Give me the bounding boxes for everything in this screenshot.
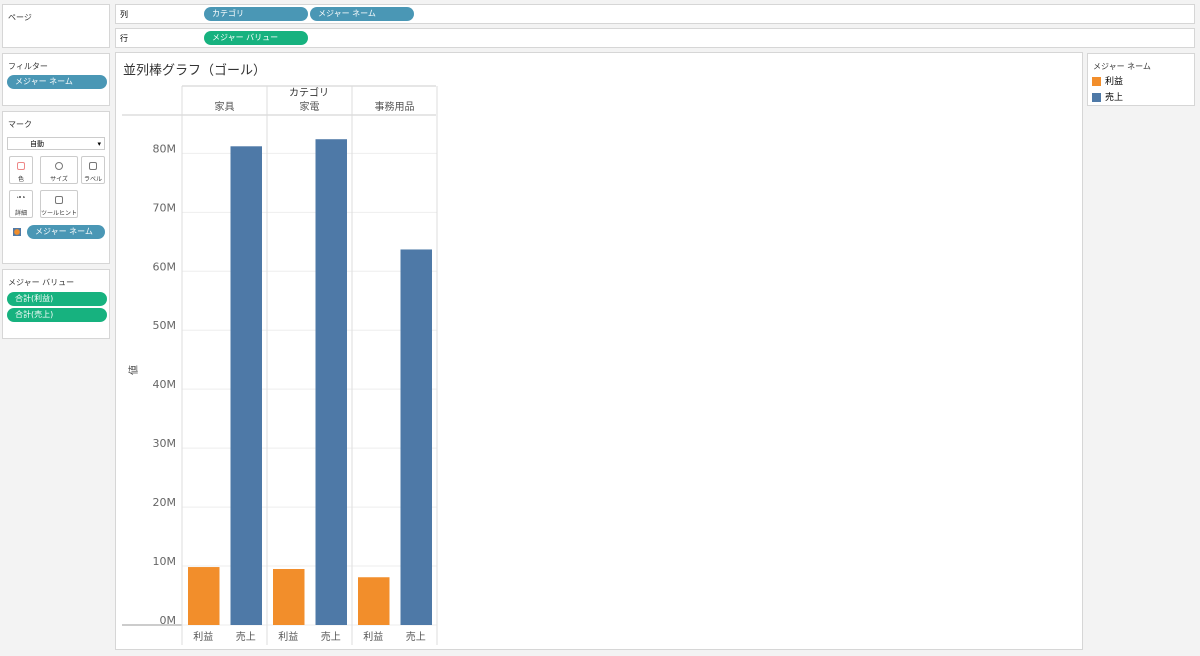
category-label: 家具 [215, 100, 235, 113]
icon [17, 162, 25, 170]
detail-button[interactable]: 詳細 [9, 190, 33, 218]
label-button[interactable]: ラベル [81, 156, 105, 184]
mark-type-dropdown[interactable]: 自動 ▾ [7, 137, 105, 150]
pill[interactable]: 合計(利益) [7, 292, 107, 306]
legend: メジャー ネーム 利益売上 [1087, 53, 1195, 106]
sub-category-label: 売上 [406, 630, 426, 643]
legend-label: 売上 [1105, 93, 1124, 103]
y-tick-label: 20M [153, 496, 177, 509]
rows-shelf: 行 メジャー バリュー [115, 28, 1195, 48]
shelf-label: 列 [120, 10, 128, 19]
icon [17, 196, 25, 204]
bar [315, 139, 347, 625]
legend-item[interactable]: 売上 [1092, 92, 1123, 104]
pill[interactable]: メジャー バリュー [204, 31, 308, 45]
marks-panel: マーク 自動 ▾ 色 サイズ ラベル 詳細 ツールヒント メジャー ネーム [2, 111, 110, 264]
panel-title: マーク [8, 120, 32, 129]
legend-swatch [1092, 77, 1101, 86]
sub-category-label: 売上 [321, 630, 341, 643]
y-tick-label: 0M [160, 614, 177, 627]
sub-category-label: 利益 [278, 630, 298, 643]
bar [273, 568, 305, 625]
button-label: 詳細 [14, 210, 27, 217]
dropdown-value: 自動 [30, 140, 44, 148]
sub-category-label: 売上 [236, 630, 256, 643]
bar [358, 577, 390, 625]
y-tick-label: 40M [153, 378, 177, 391]
size-button[interactable]: サイズ [40, 156, 78, 184]
legend-swatch [1092, 93, 1101, 102]
icon [55, 196, 63, 204]
pill[interactable]: カテゴリ [204, 7, 308, 21]
sub-category-label: 利益 [363, 630, 383, 643]
y-axis-title: 値 [127, 365, 140, 375]
legend-label: 利益 [1105, 77, 1124, 87]
x-axis-title: カテゴリ [289, 86, 329, 99]
button-label: サイズ [50, 176, 68, 183]
button-label: 色 [17, 176, 24, 183]
category-label: 家電 [300, 100, 320, 113]
filters-panel: フィルター メジャー ネーム [2, 53, 110, 106]
legend-item[interactable]: 利益 [1092, 76, 1123, 88]
bar [400, 249, 432, 625]
icon [89, 162, 97, 170]
chart: 並列棒グラフ（ゴール） カテゴリ 値 0M 10M 20M 30M 40M 50M 60M 7… [115, 52, 1083, 650]
pill[interactable]: 合計(売上) [7, 308, 107, 322]
y-tick-label: 70M [153, 201, 177, 214]
panel-title: フィルター [8, 62, 48, 71]
panel-title: メジャー バリュー [8, 278, 75, 287]
dropdown-arrow: ▾ [97, 140, 101, 148]
panel-title: ページ [8, 13, 32, 22]
color-icon [13, 228, 21, 236]
legend-title: メジャー ネーム [1093, 62, 1151, 71]
columns-shelf: 列 カテゴリ メジャー ネーム [115, 4, 1195, 24]
chart-title: 並列棒グラフ（ゴール） [123, 63, 266, 79]
bar [230, 146, 262, 625]
y-tick-label: 30M [153, 437, 177, 450]
shelf-label: 行 [120, 34, 128, 43]
y-tick-label: 80M [153, 142, 177, 155]
tooltip-button[interactable]: ツールヒント [40, 190, 78, 218]
bar [188, 567, 220, 625]
pill[interactable]: メジャー ネーム [310, 7, 414, 21]
button-label: ラベル [83, 176, 102, 183]
y-tick-label: 60M [153, 260, 177, 273]
y-tick-label: 10M [153, 555, 177, 568]
measure-values-panel: メジャー バリュー 合計(利益) 合計(売上) [2, 269, 110, 339]
pages-panel: ページ [2, 4, 110, 48]
icon [55, 162, 63, 170]
button-label: ツールヒント [41, 210, 78, 217]
y-tick-label: 50M [153, 319, 177, 332]
sub-category-label: 利益 [193, 630, 213, 643]
pill[interactable]: メジャー ネーム [27, 225, 105, 239]
category-label: 事務用品 [375, 100, 415, 113]
color-button[interactable]: 色 [9, 156, 33, 184]
pill[interactable]: メジャー ネーム [7, 75, 107, 89]
